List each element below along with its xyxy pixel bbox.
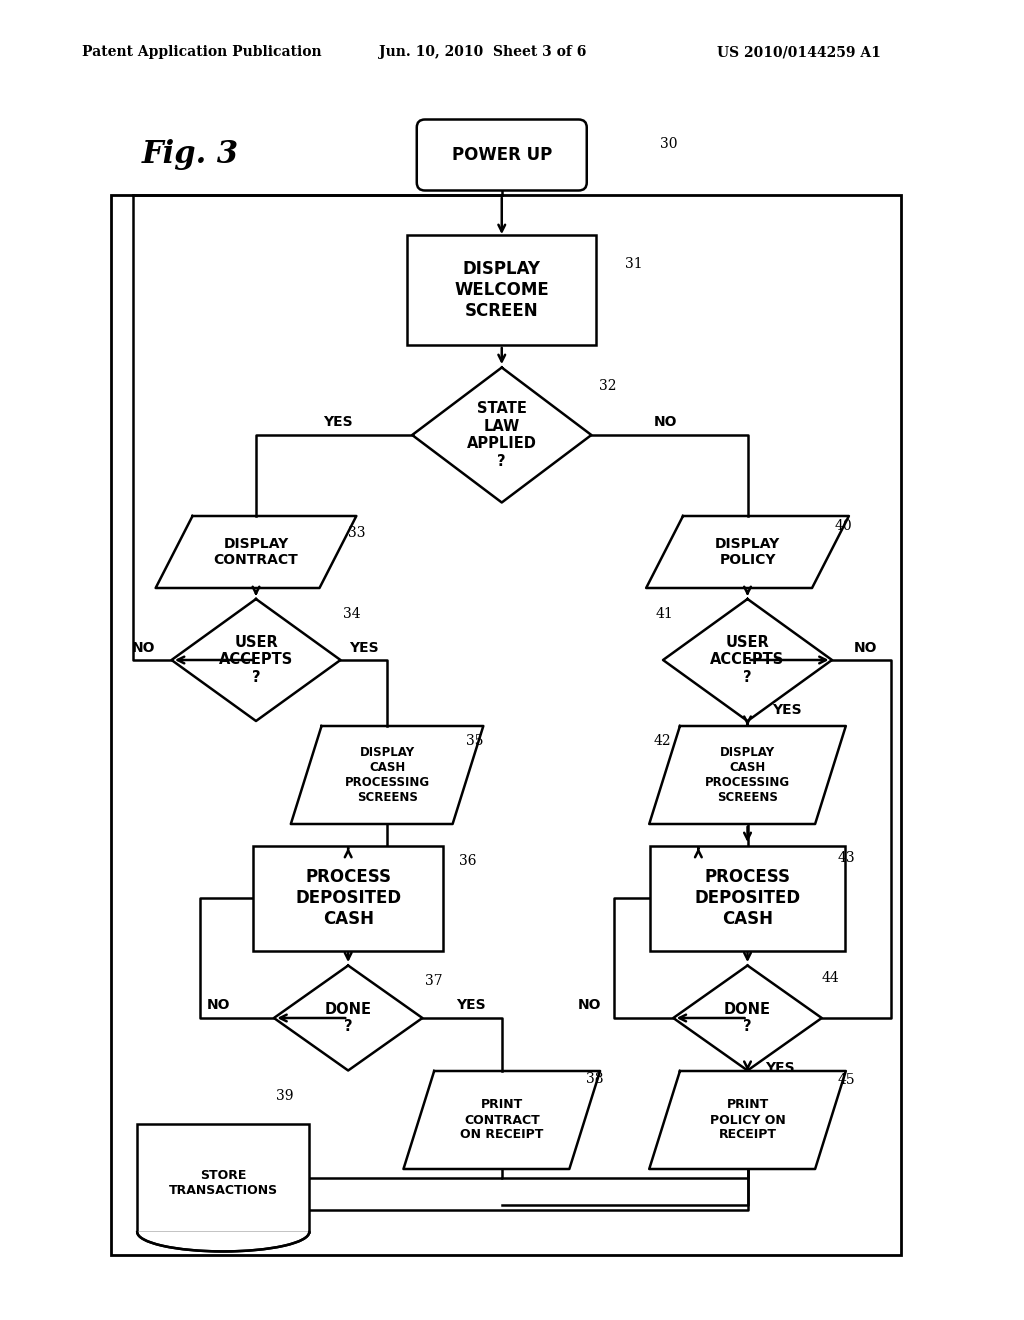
Text: DISPLAY
POLICY: DISPLAY POLICY [715,537,780,568]
Text: 42: 42 [653,734,671,748]
Text: DISPLAY
CASH
PROCESSING
SCREENS: DISPLAY CASH PROCESSING SCREENS [344,746,430,804]
Polygon shape [172,599,340,721]
Text: 39: 39 [276,1089,294,1104]
Text: PROCESS
DEPOSITED
CASH: PROCESS DEPOSITED CASH [694,869,801,928]
Bar [408,235,596,345]
Polygon shape [156,516,356,587]
FancyBboxPatch shape [417,120,587,190]
Text: PRINT
CONTRACT
ON RECEIPT: PRINT CONTRACT ON RECEIPT [460,1098,544,1142]
Text: PROCESS
DEPOSITED
CASH: PROCESS DEPOSITED CASH [295,869,401,928]
Bar [254,846,442,950]
Text: DISPLAY
WELCOME
SCREEN: DISPLAY WELCOME SCREEN [455,260,549,319]
Text: NO: NO [579,998,601,1012]
Text: 45: 45 [838,1073,855,1086]
Text: 30: 30 [660,137,678,150]
Polygon shape [664,599,831,721]
Text: 35: 35 [466,734,483,748]
Text: 38: 38 [586,1072,603,1086]
Text: YES: YES [324,414,352,429]
Text: 40: 40 [835,519,852,533]
Polygon shape [412,367,592,503]
Polygon shape [403,1071,600,1170]
Text: NO: NO [132,642,155,655]
Polygon shape [649,1071,846,1170]
Text: YES: YES [766,1061,795,1074]
Bar [650,846,845,950]
Text: YES: YES [349,642,378,655]
Text: 44: 44 [821,972,839,985]
Polygon shape [649,726,846,824]
Polygon shape [291,726,483,824]
Text: YES: YES [772,704,801,717]
Text: US 2010/0144259 A1: US 2010/0144259 A1 [717,45,881,59]
Text: POWER UP: POWER UP [452,147,552,164]
Bar [111,195,901,1255]
Text: DONE
?: DONE ? [724,1002,771,1034]
Text: 37: 37 [425,974,442,987]
Text: Patent Application Publication: Patent Application Publication [82,45,322,59]
Polygon shape [137,1232,309,1251]
Text: 41: 41 [655,607,673,620]
Text: YES: YES [457,998,485,1012]
Text: NO: NO [854,642,877,655]
Text: 34: 34 [343,607,360,620]
Text: DISPLAY
CASH
PROCESSING
SCREENS: DISPLAY CASH PROCESSING SCREENS [705,746,791,804]
Text: NO: NO [207,998,229,1012]
Polygon shape [674,965,821,1071]
Polygon shape [274,965,423,1071]
Text: DONE
?: DONE ? [325,1002,372,1034]
Text: PRINT
POLICY ON
RECEIPT: PRINT POLICY ON RECEIPT [710,1098,785,1142]
Text: USER
ACCEPTS
?: USER ACCEPTS ? [711,635,784,685]
Text: DISPLAY
CONTRACT: DISPLAY CONTRACT [214,537,298,568]
Text: STATE
LAW
APPLIED
?: STATE LAW APPLIED ? [467,401,537,469]
Text: USER
ACCEPTS
?: USER ACCEPTS ? [219,635,293,685]
Text: 33: 33 [348,525,366,540]
Text: 32: 32 [599,379,616,393]
Text: Jun. 10, 2010  Sheet 3 of 6: Jun. 10, 2010 Sheet 3 of 6 [379,45,587,59]
Text: 43: 43 [838,851,855,865]
Text: Fig. 3: Fig. 3 [141,140,239,170]
Polygon shape [646,516,849,587]
Text: NO: NO [654,414,677,429]
Text: 31: 31 [625,257,642,271]
Text: 36: 36 [459,854,476,869]
Text: STORE
TRANSACTIONS: STORE TRANSACTIONS [169,1170,278,1197]
Bar [137,1125,309,1232]
